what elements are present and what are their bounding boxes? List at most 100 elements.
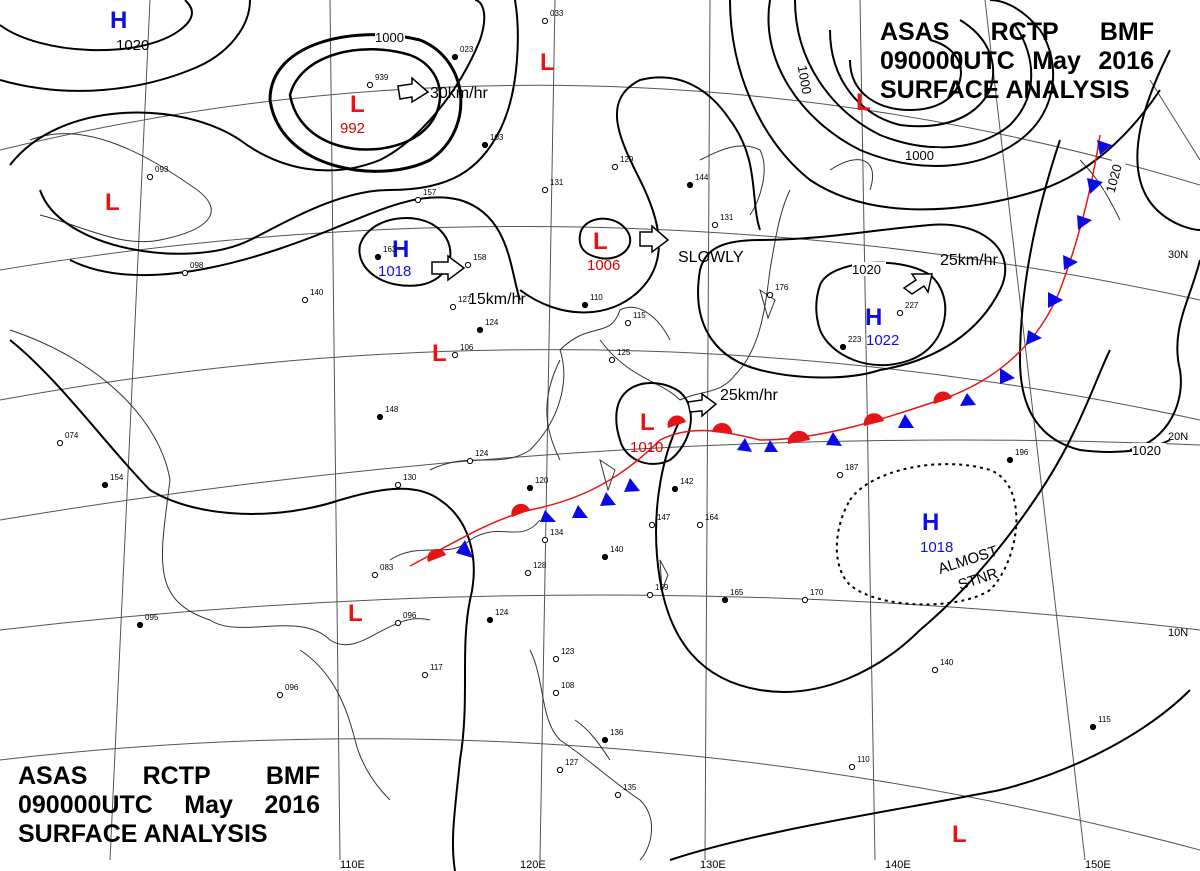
chart-header-bottom-left: ASAS RCTP BMF 090000UTC May 2016 SURFACE ANA…	[18, 762, 320, 849]
station-marker	[839, 343, 847, 351]
station-pressure-label: 147	[657, 513, 671, 522]
station-pressure-label: 196	[1015, 448, 1029, 457]
station-pressure-label: 117	[430, 663, 443, 672]
header-agency: ASAS	[880, 18, 950, 46]
almost-stationary-contour	[835, 463, 1018, 606]
station-pressure-label: 163	[383, 245, 397, 254]
station-marker	[394, 481, 402, 489]
station-pressure-label: 108	[561, 681, 575, 690]
front-line	[409, 134, 1101, 567]
station-pressure-label: 115	[633, 311, 646, 320]
coastlines	[9, 133, 1121, 861]
station-marker	[931, 666, 939, 674]
header-code: BMF	[265, 762, 320, 790]
header-station: RCTP	[990, 18, 1059, 46]
isobar-label: 1020	[1132, 443, 1161, 458]
station-marker	[476, 326, 484, 334]
station-marker	[394, 619, 402, 627]
station-pressure-label: 136	[610, 728, 624, 737]
station-marker	[1006, 456, 1014, 464]
station-pressure-label: 223	[848, 335, 862, 344]
station-marker	[376, 413, 384, 421]
station-marker	[541, 17, 549, 25]
latitude-label: 20N	[1168, 431, 1188, 443]
station-marker	[614, 791, 622, 799]
longitude-label: 120E	[520, 859, 546, 871]
low-pressure-letter: L	[432, 340, 447, 367]
station-marker	[541, 186, 549, 194]
station-marker	[601, 736, 609, 744]
motion-arrow-icon	[431, 254, 466, 282]
isobar-label: 1000	[795, 64, 815, 95]
station-pressure-label: 083	[380, 563, 394, 572]
station-pressure-label: 106	[460, 343, 474, 352]
motion-arrow-icon	[397, 76, 430, 104]
station-pressure-label: 159	[655, 583, 669, 592]
pressure-value: 1018	[920, 539, 953, 556]
station-pressure-label: 120	[535, 476, 549, 485]
station-marker	[581, 301, 589, 309]
station-pressure-label: 140	[940, 658, 954, 667]
station-pressure-label: 135	[623, 783, 637, 792]
station-marker	[766, 291, 774, 299]
station-marker	[101, 481, 109, 489]
high-pressure-letter: H	[922, 509, 939, 536]
station-marker	[526, 484, 534, 492]
high-pressure-letter: H	[865, 304, 882, 331]
low-pressure-letter: L	[105, 189, 120, 216]
header-agency: ASAS	[18, 762, 88, 790]
station-marker	[552, 689, 560, 697]
station-marker	[696, 521, 704, 529]
station-pressure-label: 176	[775, 283, 789, 292]
latitude-label: 30N	[1168, 249, 1188, 261]
low-pressure-letter: L	[350, 91, 365, 118]
motion-arrow-icon	[687, 392, 718, 418]
header-product: SURFACE ANALYSIS	[880, 76, 1130, 104]
low-pressure-letter: L	[640, 409, 655, 436]
header-code: BMF	[1099, 18, 1154, 46]
pressure-value: 1018	[378, 263, 411, 280]
header-time: 090000UTC	[880, 47, 1015, 75]
station-pressure-label: 093	[155, 165, 169, 174]
station-marker	[624, 319, 632, 327]
station-marker	[276, 691, 284, 699]
motion-label: 25km/hr	[720, 387, 778, 404]
station-pressure-label: 130	[403, 473, 417, 482]
station-marker	[486, 616, 494, 624]
station-marker	[611, 163, 619, 171]
motion-arrow-icon	[902, 273, 933, 295]
station-marker	[56, 439, 64, 447]
station-marker	[146, 173, 154, 181]
station-marker	[449, 303, 457, 311]
station-pressure-label: 095	[145, 613, 159, 622]
station-marker	[848, 763, 856, 771]
station-marker	[836, 471, 844, 479]
station-pressure-label: 110	[857, 755, 870, 764]
station-marker	[801, 596, 809, 604]
station-pressure-label: 154	[110, 473, 124, 482]
station-marker	[421, 671, 429, 679]
station-marker	[524, 569, 532, 577]
station-marker	[414, 196, 422, 204]
station-marker	[1089, 723, 1097, 731]
station-marker	[481, 141, 489, 149]
pressure-value: 1010	[630, 439, 663, 456]
header-year: 2016	[1098, 47, 1154, 75]
pressure-value: 1006	[587, 257, 620, 274]
station-pressure-label: 103	[490, 133, 504, 142]
station-pressure-label: 127	[458, 295, 472, 304]
header-year: 2016	[264, 791, 320, 819]
station-marker	[541, 536, 549, 544]
pressure-value: 992	[340, 120, 365, 137]
station-pressure-label: 170	[810, 588, 824, 597]
station-pressure-label: 125	[617, 348, 631, 357]
station-marker	[301, 296, 309, 304]
station-marker	[601, 553, 609, 561]
motion-label: 25km/hr	[940, 252, 998, 269]
station-marker	[556, 766, 564, 774]
station-marker	[371, 571, 379, 579]
low-pressure-letter: L	[856, 89, 871, 116]
